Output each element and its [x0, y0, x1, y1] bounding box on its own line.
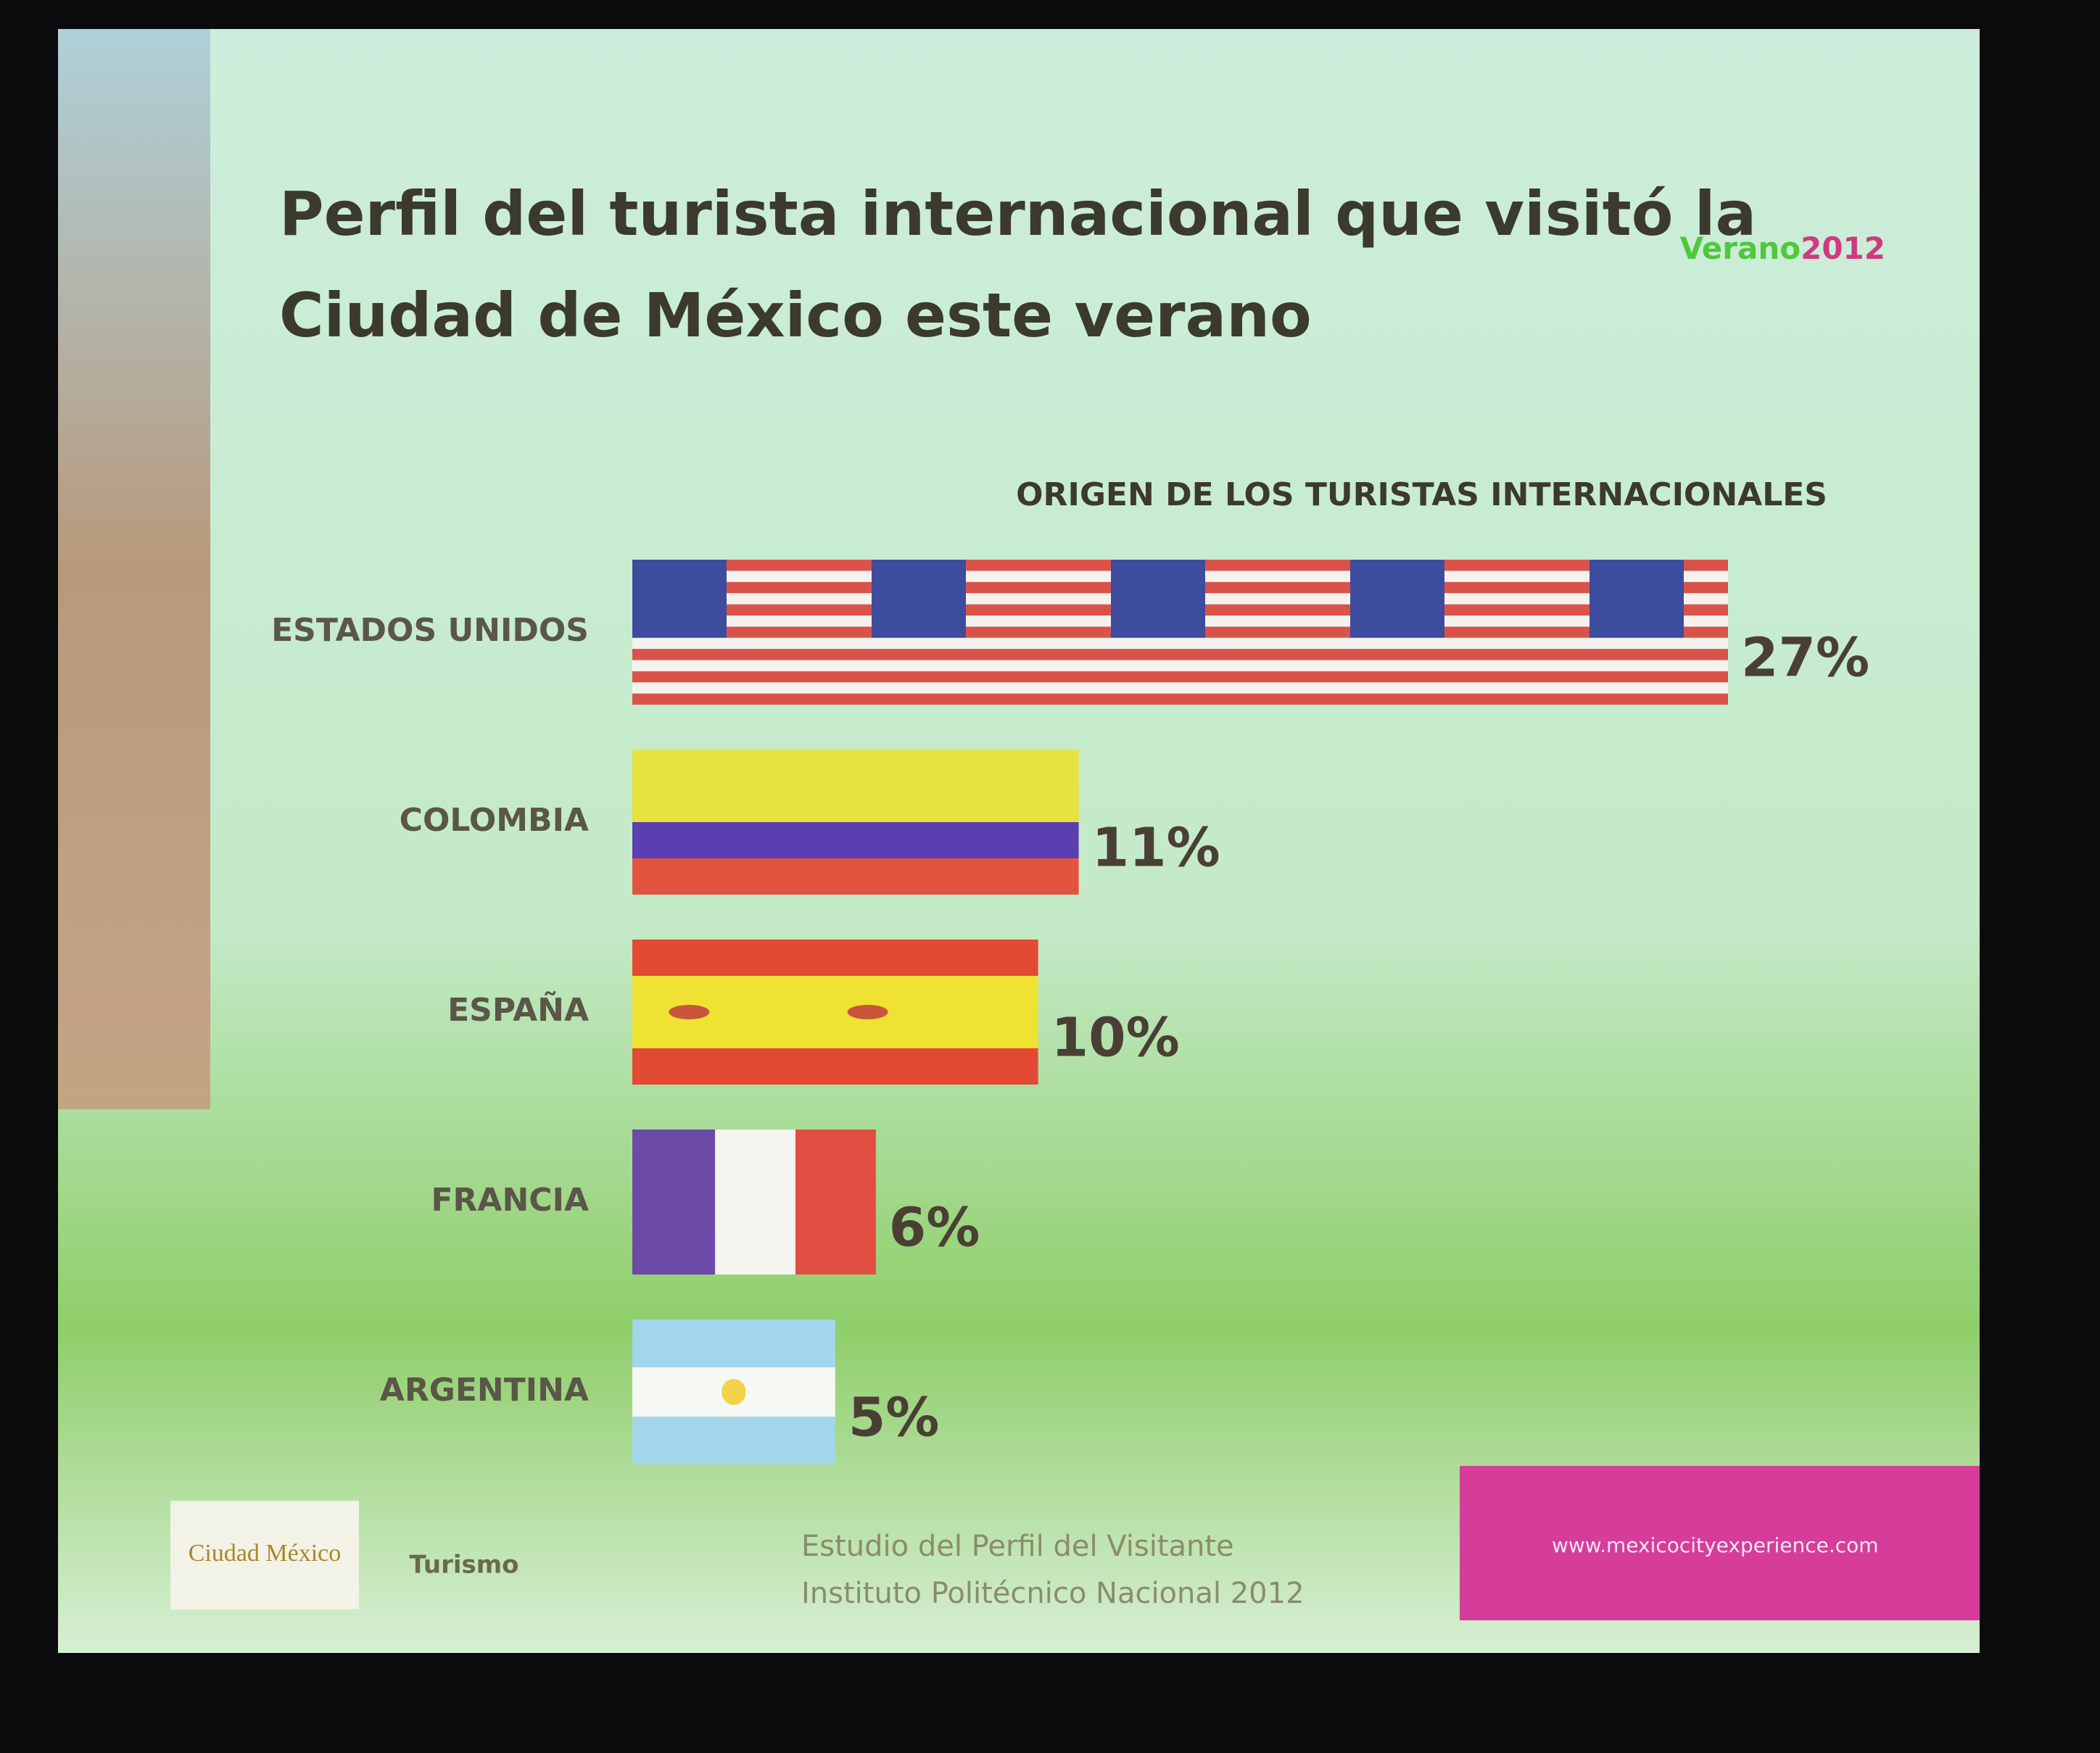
value-label: 10% — [1051, 1007, 1180, 1069]
logo-box — [170, 1501, 359, 1609]
value-label: 6% — [889, 1197, 980, 1259]
bar — [632, 750, 1079, 895]
footer-line: Instituto Politécnico Nacional 2012 — [801, 1577, 1305, 1610]
logo-tourism: Turismo — [409, 1551, 518, 1580]
value-label: 27% — [1741, 627, 1869, 689]
logo-city: Ciudad México — [189, 1540, 342, 1567]
value-label: 5% — [848, 1387, 940, 1449]
badge-word: Verano — [1680, 231, 1801, 266]
value-label: 11% — [1092, 817, 1220, 879]
chart-title: Perfil del turista internacional que vis… — [279, 178, 1757, 351]
footer-box — [1460, 1466, 1980, 1620]
plot: ESTADOS UNIDOS 27% COLOMBIA 11% ESPAÑA 10% FRA… — [271, 560, 1869, 1464]
badge: Verano2012 — [1680, 231, 1885, 266]
category-label: ESTADOS UNIDOS — [271, 612, 589, 649]
footer-line: Estudio del Perfil del Visitante — [801, 1530, 1234, 1563]
chart-subtitle: ORIGEN DE LOS TURISTAS INTERNACIONALES — [1016, 476, 1827, 513]
category-label: COLOMBIA — [400, 802, 589, 839]
badge-year: 2012 — [1801, 231, 1885, 266]
side-image — [58, 29, 210, 1109]
footer-url: www.mexicocityexperience.com — [1552, 1533, 1879, 1557]
bar — [632, 1319, 835, 1464]
category-label: ARGENTINA — [380, 1372, 589, 1409]
bar — [632, 940, 1038, 1085]
category-label: ESPAÑA — [447, 990, 589, 1029]
bar — [632, 560, 1728, 705]
bar — [632, 1130, 876, 1275]
category-label: FRANCIA — [431, 1182, 589, 1219]
